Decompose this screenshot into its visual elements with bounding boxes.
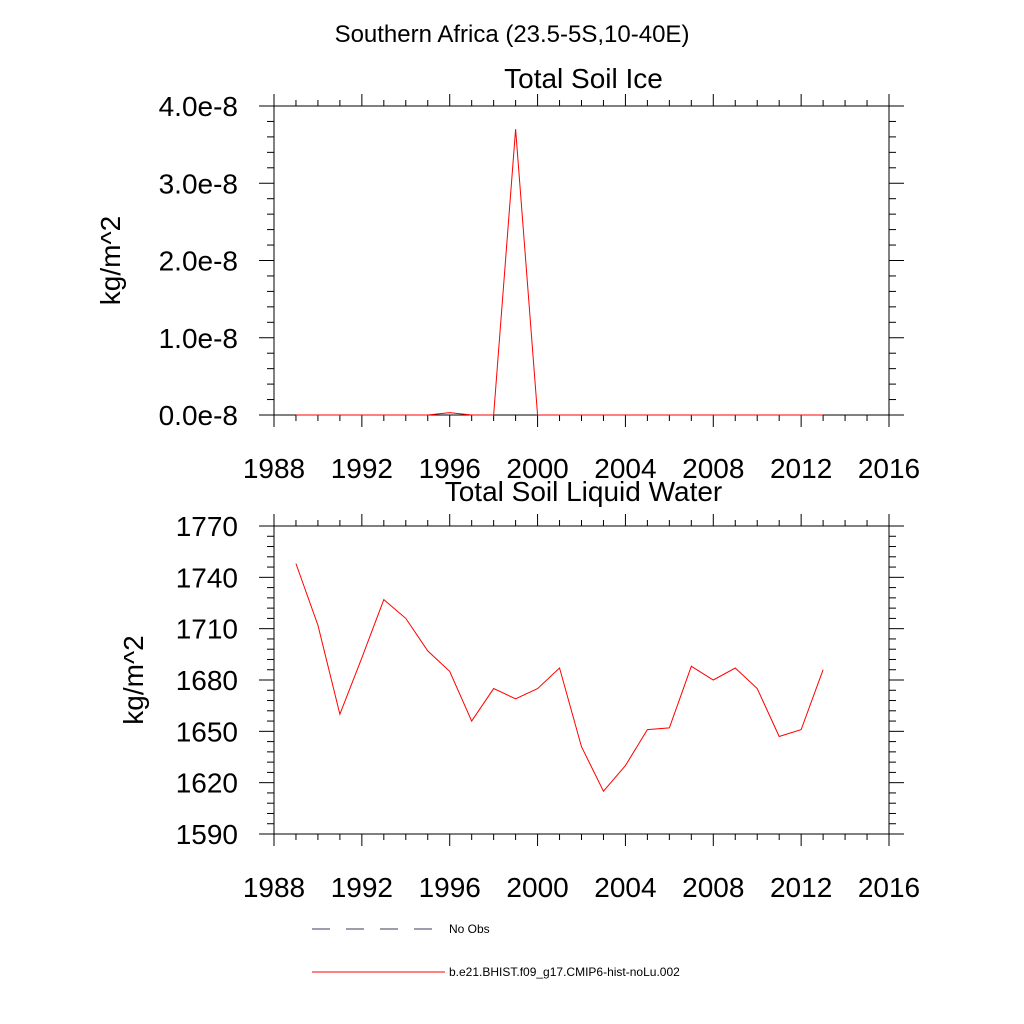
y-tick-label: 1680 — [176, 665, 238, 696]
soil-ice-panel: Total Soil Ice kg/m^2 1988 1992 1996 2000 2004… — [95, 63, 920, 484]
x-tick-label: 2004 — [594, 453, 656, 484]
x-tick-label: 2000 — [506, 453, 568, 484]
plot-frame — [273, 525, 890, 835]
x-tick-label: 2016 — [858, 453, 920, 484]
legend-model-label: b.e21.BHIST.f09_g17.CMIP6-hist-noLu.002 — [449, 965, 680, 979]
region-title: Southern Africa (23.5-5S,10-40E) — [335, 21, 690, 48]
y-axis-label: kg/m^2 — [118, 635, 149, 724]
y-tick-label: 4.0e-8 — [159, 91, 238, 122]
y-tick-label: 1.0e-8 — [159, 323, 238, 354]
y-tick-label: 3.0e-8 — [159, 168, 238, 199]
x-tick-label: 2012 — [770, 453, 832, 484]
y-tick-label: 0.0e-8 — [159, 400, 238, 431]
x-tick-label: 1988 — [243, 453, 305, 484]
y-tick-label: 1590 — [176, 819, 238, 850]
y-tick-label: 1620 — [176, 768, 238, 799]
y-tick-label: 1740 — [176, 562, 238, 593]
y-tick-label: 2.0e-8 — [159, 246, 238, 277]
legend-no-obs-label: No Obs — [449, 922, 490, 936]
x-tick-label: 1992 — [331, 453, 393, 484]
series-line — [295, 563, 824, 793]
x-tick-label: 2000 — [506, 872, 568, 903]
plot-frame — [273, 105, 890, 416]
x-tick-label: 1996 — [419, 453, 481, 484]
soil-liquid-water-panel: Total Soil Liquid Water kg/m^2 1988 1992 199… — [118, 476, 920, 903]
x-tick-label: 1996 — [419, 872, 481, 903]
legend: No Obs b.e21.BHIST.f09_g17.CMIP6-hist-no… — [312, 922, 680, 979]
chart-title: Total Soil Liquid Water — [445, 476, 723, 507]
x-tick-label: 1988 — [243, 872, 305, 903]
x-tick-label: 2004 — [594, 872, 656, 903]
x-tick-label: 2012 — [770, 872, 832, 903]
chart-title: Total Soil Ice — [504, 63, 663, 94]
y-tick-label: 1650 — [176, 716, 238, 747]
x-tick-label: 1992 — [331, 872, 393, 903]
y-axis-label: kg/m^2 — [95, 216, 126, 305]
x-tick-label: 2016 — [858, 872, 920, 903]
y-tick-label: 1710 — [176, 614, 238, 645]
x-tick-label: 2008 — [682, 453, 744, 484]
x-tick-label: 2008 — [682, 872, 744, 903]
y-tick-label: 1770 — [176, 511, 238, 542]
series-line — [295, 129, 824, 416]
